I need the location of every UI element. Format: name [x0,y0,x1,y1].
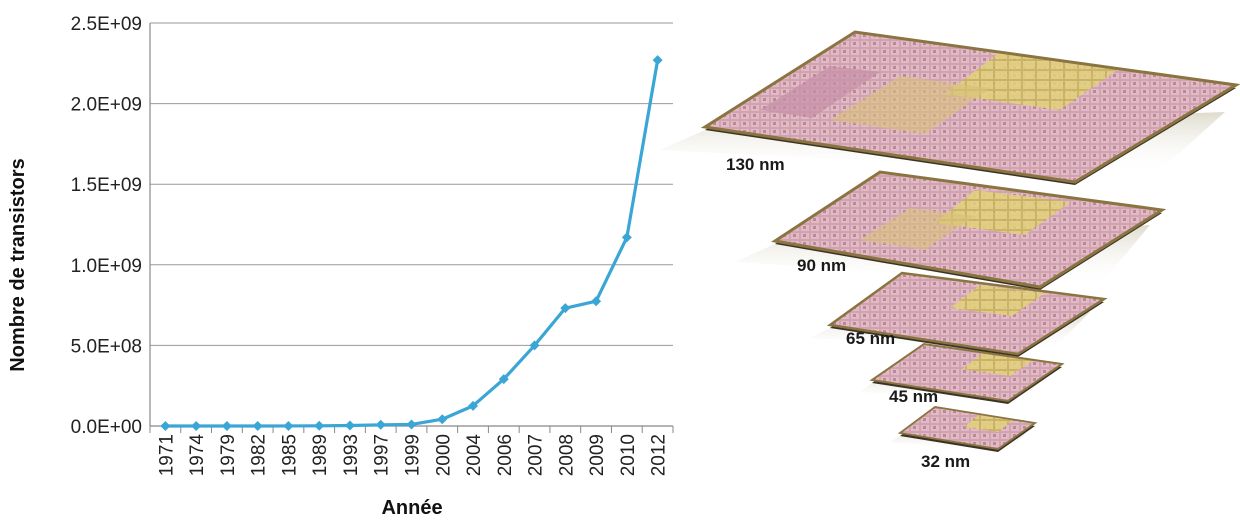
x-tick-label: 1974 [187,434,208,477]
data-point [406,419,417,430]
x-tick-label: 2007 [526,434,547,476]
data-point [221,420,232,431]
y-tick-label: 2.0E+09 [71,95,142,116]
x-tick-label: 1979 [218,434,239,476]
data-point [652,55,663,66]
x-tick-label: 2012 [649,434,670,476]
data-point [560,303,571,314]
data-point [344,420,355,431]
data-point [529,340,540,351]
die-label-65nm: 65 nm [846,329,895,348]
series-line [160,55,663,431]
transistor-chart: 0.0E+00 5.0E+08 1.0E+09 1.5E+09 2.0E+09 2.5E+… [7,14,674,519]
die-90nm [735,170,1167,290]
x-tick-label: 1999 [403,434,424,476]
x-tick-label: 1971 [156,434,177,476]
x-tick-labels: 1971 1974 1979 1982 1985 1989 1993 1997 1999 2000… [156,434,669,477]
die-label-45nm: 45 nm [889,387,938,406]
data-point [498,374,509,385]
y-tick-labels: 0.0E+00 5.0E+08 1.0E+09 1.5E+09 2.0E+09 2.5E+… [71,14,142,438]
data-point [437,414,448,425]
y-axis-title: Nombre de transistors [7,158,29,371]
x-tick-label: 2000 [433,434,454,476]
y-tick-label: 0.0E+00 [71,417,142,438]
data-point [591,296,602,307]
data-point [191,420,202,431]
data-point [375,419,386,430]
die-65nm [810,271,1108,357]
x-tick-label: 1989 [310,434,331,476]
x-tick-label: 1997 [372,434,393,476]
x-axis-title: Année [381,497,442,519]
x-tick-label: 2006 [495,434,516,476]
die-label-90nm: 90 nm [797,256,846,275]
data-point [252,420,263,431]
die-45nm [860,342,1065,404]
y-tick-label: 1.0E+09 [71,256,142,277]
x-tick-label: 1982 [249,434,270,476]
y-tick-label: 2.5E+09 [71,14,142,35]
die-label-32nm: 32 nm [921,452,970,471]
x-tick-label: 1985 [279,434,300,476]
data-point [160,420,171,431]
x-tick-label: 2008 [556,434,577,476]
data-point [621,232,632,243]
y-tick-label: 5.0E+08 [71,336,142,357]
data-point [283,420,294,431]
die-32nm [890,406,1038,452]
die-130nm [660,30,1240,185]
data-point [468,400,479,411]
y-tick-label: 1.5E+09 [71,175,142,196]
x-tick-label: 1993 [341,434,362,476]
gridlines [150,22,673,346]
die-label-130nm: 130 nm [726,155,785,174]
data-point [314,420,325,431]
x-tick-label: 2009 [587,434,608,476]
x-tick-label: 2004 [464,434,485,477]
x-tick-label: 2010 [618,434,639,476]
